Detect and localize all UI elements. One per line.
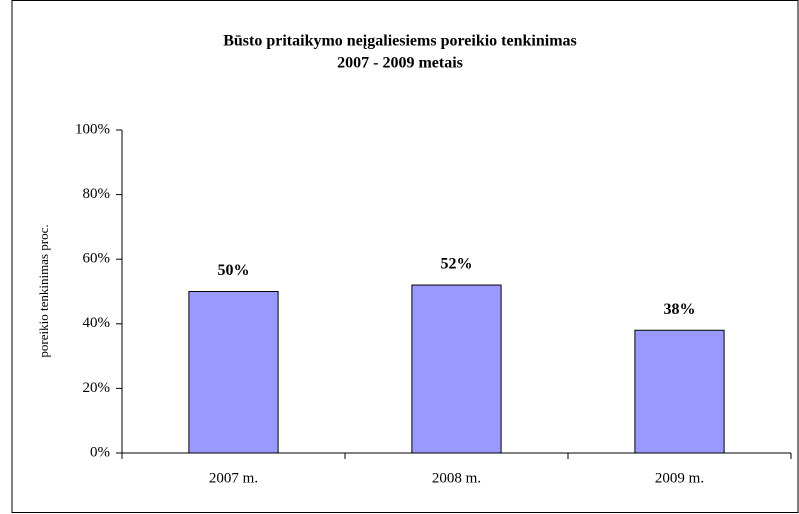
bar <box>634 329 725 454</box>
y-tick-label: 80% <box>83 186 111 202</box>
value-label: 52% <box>441 256 473 273</box>
bar <box>188 291 279 454</box>
y-tick-label: 60% <box>83 251 111 267</box>
chart-title: 2007 - 2009 metais <box>337 55 463 72</box>
bar <box>411 284 502 454</box>
y-tick-label: 40% <box>83 315 111 331</box>
chart-title: Būsto pritaikymo neįgaliesiems poreikio … <box>223 33 577 50</box>
y-tick-label: 20% <box>83 380 111 396</box>
y-tick-label: 100% <box>75 121 110 137</box>
y-axis-label: poreikio tenkinimas proc. <box>36 224 51 357</box>
x-tick-label: 2008 m. <box>432 470 481 486</box>
value-label: 50% <box>218 262 250 279</box>
y-tick-label: 0% <box>90 444 110 460</box>
value-label: 38% <box>664 301 696 318</box>
x-tick-label: 2007 m. <box>209 470 258 486</box>
x-tick-label: 2009 m. <box>655 470 704 486</box>
